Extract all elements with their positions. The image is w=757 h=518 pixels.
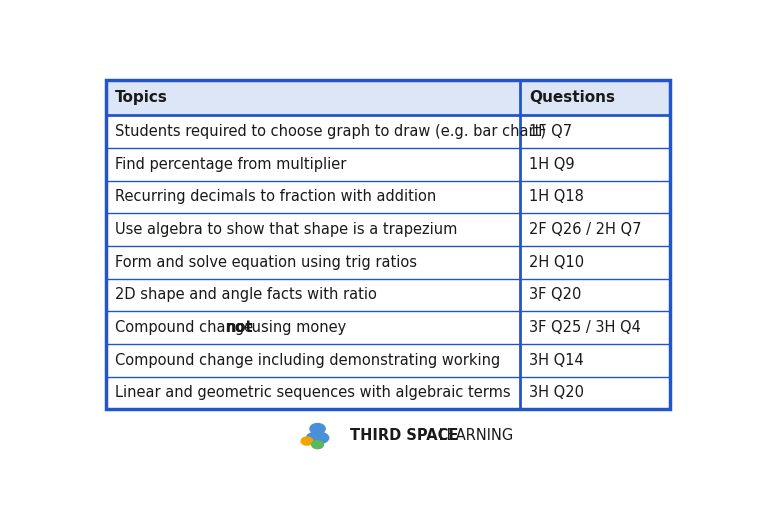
Text: not: not	[226, 320, 254, 335]
Text: THIRD SPACE: THIRD SPACE	[350, 428, 458, 443]
Bar	[106, 344, 670, 377]
Text: Linear and geometric sequences with algebraic terms: Linear and geometric sequences with alge…	[115, 385, 511, 400]
Circle shape	[301, 437, 313, 445]
Text: using money: using money	[248, 320, 347, 335]
Bar	[106, 115, 670, 148]
Text: Recurring decimals to fraction with addition: Recurring decimals to fraction with addi…	[115, 190, 436, 205]
Bar	[106, 148, 670, 181]
Text: Questions: Questions	[529, 90, 615, 105]
Bar	[106, 213, 670, 246]
Bar	[106, 246, 670, 279]
Text: Compound change: Compound change	[115, 320, 258, 335]
Text: Form and solve equation using trig ratios: Form and solve equation using trig ratio…	[115, 255, 417, 270]
Text: Use algebra to show that shape is a trapezium: Use algebra to show that shape is a trap…	[115, 222, 457, 237]
Text: 3F Q20: 3F Q20	[529, 287, 581, 303]
Text: 3H Q20: 3H Q20	[529, 385, 584, 400]
Text: Students required to choose graph to draw (e.g. bar chart): Students required to choose graph to dra…	[115, 124, 546, 139]
Text: 3H Q14: 3H Q14	[529, 353, 584, 368]
Text: LEARNING: LEARNING	[434, 428, 513, 443]
Circle shape	[312, 441, 323, 449]
Bar	[106, 80, 670, 115]
Text: 2D shape and angle facts with ratio: 2D shape and angle facts with ratio	[115, 287, 377, 303]
Text: 2F Q26 / 2H Q7: 2F Q26 / 2H Q7	[529, 222, 642, 237]
Ellipse shape	[307, 432, 329, 444]
Text: 1F Q7: 1F Q7	[529, 124, 572, 139]
Text: 3F Q25 / 3H Q4: 3F Q25 / 3H Q4	[529, 320, 641, 335]
Text: Compound change including demonstrating working: Compound change including demonstrating …	[115, 353, 500, 368]
Bar	[106, 377, 670, 409]
Text: Topics: Topics	[115, 90, 168, 105]
Text: Find percentage from multiplier: Find percentage from multiplier	[115, 157, 347, 171]
Circle shape	[310, 424, 326, 434]
Bar	[106, 311, 670, 344]
Text: 1H Q9: 1H Q9	[529, 157, 575, 171]
Text: 2H Q10: 2H Q10	[529, 255, 584, 270]
Text: 1H Q18: 1H Q18	[529, 190, 584, 205]
Bar	[106, 80, 670, 409]
Bar	[106, 181, 670, 213]
Bar	[106, 279, 670, 311]
